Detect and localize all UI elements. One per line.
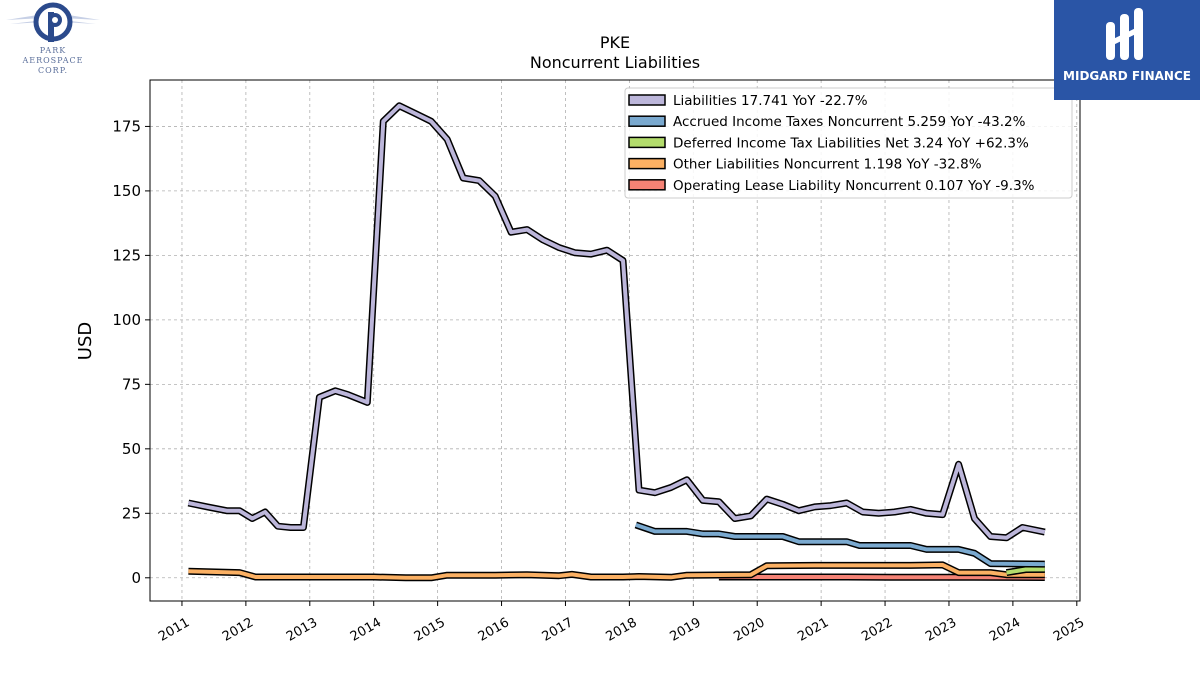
midgard-finance-logo: MIDGARD FINANCE xyxy=(1054,0,1200,100)
series-line xyxy=(1006,567,1045,575)
legend-label: Liabilities 17.741 YoY -22.7% xyxy=(673,93,868,109)
x-tick-label: 2018 xyxy=(604,615,640,645)
legend-swatch xyxy=(628,136,666,149)
x-tick-label: 2020 xyxy=(731,615,767,645)
x-tick-label: 2012 xyxy=(220,615,256,645)
x-tick-label: 2017 xyxy=(540,615,576,645)
legend-label: Operating Lease Liability Noncurrent 0.1… xyxy=(673,178,1035,194)
legend-label: Deferred Income Tax Liabilities Net 3.24… xyxy=(673,135,1029,151)
legend-box xyxy=(624,87,1073,199)
y-tick-label: 125 xyxy=(112,246,141,264)
legend-label: Other Liabilities Noncurrent 1.198 YoY -… xyxy=(673,157,982,173)
park-logo-icon xyxy=(6,2,100,42)
legend-label: Accrued Income Taxes Noncurrent 5.259 Yo… xyxy=(673,114,1026,130)
x-tick-label: 2011 xyxy=(156,615,192,645)
midgard-logo-text: MIDGARD FINANCE xyxy=(1063,69,1191,83)
x-tick-label: 2019 xyxy=(667,615,703,645)
x-tick-label: 2025 xyxy=(1051,615,1087,645)
y-axis-label: USD xyxy=(75,322,96,360)
park-logo-line-1: PARK xyxy=(39,46,67,55)
y-tick-label: 50 xyxy=(122,440,141,458)
legend-swatch xyxy=(628,115,666,127)
y-tick-label: 175 xyxy=(112,117,141,135)
x-tick-label: 2023 xyxy=(923,615,959,645)
x-tick-label: 2024 xyxy=(987,615,1023,645)
y-tick-label: 0 xyxy=(131,569,141,587)
series-line xyxy=(718,575,1045,580)
midgard-logo-icon xyxy=(1106,8,1143,60)
y-tick-label: 150 xyxy=(112,182,141,200)
x-tick-label: 2013 xyxy=(284,615,320,645)
series-line xyxy=(635,523,1045,567)
y-tick-label: 25 xyxy=(122,504,141,522)
x-tick-label: 2022 xyxy=(859,615,895,645)
series-line xyxy=(188,562,1045,580)
x-tick-label: 2014 xyxy=(348,615,384,645)
legend-swatch xyxy=(628,157,666,170)
park-logo-line-2: AEROSPACE xyxy=(22,56,84,65)
park-logo-line-3: CORP. xyxy=(37,66,68,75)
x-tick-label: 2015 xyxy=(412,615,448,645)
series-line xyxy=(187,103,1046,540)
y-tick-label: 75 xyxy=(122,375,141,393)
chart-title: PKE xyxy=(600,33,630,52)
x-tick-label: 2021 xyxy=(795,615,831,645)
y-tick-label: 100 xyxy=(112,311,141,329)
chart-subtitle: Noncurrent Liabilities xyxy=(530,53,700,72)
plot-frame xyxy=(149,79,1081,602)
x-tick-label: 2016 xyxy=(476,615,512,645)
legend-swatch xyxy=(628,94,666,106)
legend-swatch xyxy=(628,179,666,191)
park-aerospace-logo: PARK AEROSPACE CORP. xyxy=(4,2,102,78)
